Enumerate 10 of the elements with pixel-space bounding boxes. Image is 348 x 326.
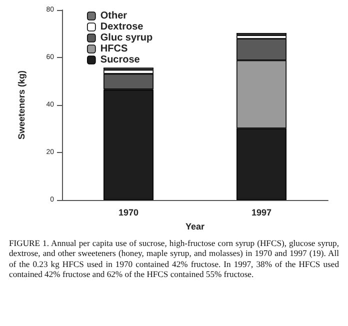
caption: FIGURE 1. Annual per capita use of sucrose, high-fructose corn syrup (HFCS), glucose syrup, dextrose, and other sweeteners (honey, maple syrup, and molasses) in 1970 and 1997 (19). All of the 0.23 kg HFCS used in 1970 contained 42% fructose. In 1997, 38% of the HFCS used contained 42% fructose and 62% of the HFCS contained 55% fructose. [9, 238, 339, 280]
x-axis-title: Year [185, 221, 205, 232]
legend-label: HFCS [100, 44, 128, 54]
legend-label: Sucrose [100, 54, 140, 66]
x-tick-label: 1970 [118, 208, 139, 218]
x-tick-label: 1997 [251, 208, 272, 218]
y-axis-title: Sweeteners (kg) [16, 70, 26, 140]
legend-label: Gluc syrup [100, 32, 153, 44]
legend-label: Other [100, 10, 128, 22]
legend-label: Dextrose [100, 22, 144, 32]
